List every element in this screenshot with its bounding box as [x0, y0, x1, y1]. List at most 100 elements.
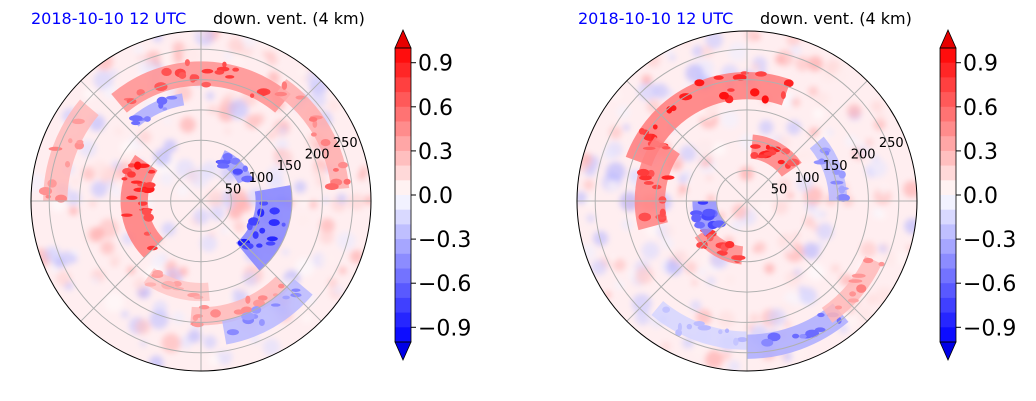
speckle-dot — [666, 89, 674, 97]
grid-spoke — [746, 80, 868, 202]
feature-arc-7 — [651, 300, 748, 350]
speckle-dot — [652, 83, 669, 99]
speckle-dot — [253, 113, 265, 125]
feature-blob — [702, 208, 716, 217]
speckle-dot — [187, 329, 202, 343]
radial-tick-label-200: 200 — [305, 148, 330, 163]
speckle-dot — [663, 46, 673, 57]
speckle-dot — [83, 88, 95, 100]
feature-blob — [71, 118, 85, 125]
feature-blob — [851, 273, 866, 278]
feature-blob — [166, 95, 178, 100]
speckle-dot — [92, 160, 109, 178]
left-panel: 50 100 150 200 250 −0.9 −0.6 −0.3 0.0 0.3 0.6 0.9 2… — [30, 9, 471, 372]
speckle-dot — [749, 313, 760, 324]
speckle-dot — [802, 242, 820, 260]
feature-blob — [232, 168, 243, 175]
feature-halo — [625, 71, 792, 167]
feature-blob — [813, 160, 827, 165]
feature-blob — [201, 68, 214, 74]
feature-blob — [847, 298, 859, 303]
feature-blob — [249, 93, 255, 98]
speckle-dot — [613, 258, 626, 272]
feature-blob — [677, 322, 682, 332]
speckle-dot — [178, 330, 185, 338]
speckle-dot — [151, 253, 167, 269]
feature-blob — [274, 91, 287, 97]
speckle-dot — [796, 175, 813, 193]
speckle-dot — [679, 145, 697, 162]
speckle-dot — [364, 195, 371, 205]
speckle-dot — [336, 193, 347, 204]
speckle-dot — [121, 310, 129, 319]
speckle-dot — [137, 130, 152, 145]
feature-blob — [642, 146, 656, 150]
speckle-dot — [296, 213, 311, 227]
colorbar-tick-label: −0.3 — [418, 228, 471, 253]
speckle-dot — [179, 116, 196, 133]
speckle-dot — [881, 242, 890, 250]
feature-blob — [652, 124, 658, 130]
colorbar-extend-min — [939, 341, 957, 361]
feature-blob — [716, 250, 728, 256]
speckle-dot — [91, 275, 100, 284]
speckle-dot — [111, 69, 118, 76]
speckle-dot — [278, 127, 287, 135]
feature-blob — [661, 146, 671, 150]
speckle-dot — [577, 191, 588, 204]
feature-blob — [268, 219, 280, 227]
speckle-dot — [327, 100, 340, 112]
feature-blob — [765, 144, 770, 150]
speckle-dot — [149, 309, 169, 330]
speckle-dot — [357, 172, 366, 181]
feature-blob — [144, 182, 156, 188]
colorbar-segment — [940, 297, 956, 314]
feature-blob — [661, 175, 675, 180]
feature-blob — [337, 161, 348, 169]
speckle-dot — [878, 184, 889, 195]
feature-blob — [727, 88, 735, 92]
feature-blob — [194, 314, 203, 318]
speckle-dot — [795, 56, 811, 72]
feature-blob — [836, 194, 850, 202]
speckle-dot — [732, 203, 748, 220]
feature-blob — [258, 318, 265, 327]
speckle-dot — [111, 160, 122, 170]
speckle-dot — [717, 310, 735, 328]
speckle-dot — [230, 189, 248, 207]
feature-blob — [636, 168, 650, 177]
speckle-dot — [661, 341, 671, 351]
speckle-dot — [91, 180, 108, 198]
feature-blob — [320, 138, 331, 147]
feature-blob — [863, 257, 874, 264]
speckle-dot — [685, 63, 705, 83]
feature-blob — [232, 67, 240, 72]
speckle-dot — [349, 249, 364, 264]
feature-blob — [308, 117, 318, 122]
colorbar-segment — [395, 268, 411, 284]
data-field — [577, 31, 917, 371]
speckle-dot — [348, 193, 365, 211]
feature-blob — [291, 288, 301, 292]
feature-blob — [750, 151, 759, 159]
speckle-dot — [227, 293, 235, 302]
speckle-dot — [153, 148, 172, 167]
colorbar-tick-label: −0.9 — [418, 316, 471, 341]
colorbar-tick-label: −0.3 — [963, 228, 1016, 253]
speckle-dot — [864, 138, 874, 147]
speckle-dot — [830, 263, 841, 274]
feature-arc-5 — [747, 303, 849, 359]
polar-grid — [577, 31, 917, 371]
feature-blob — [732, 74, 747, 81]
speckle-dot — [692, 45, 705, 58]
speckle-dot — [583, 179, 595, 191]
feature-blob — [281, 222, 286, 227]
speckle-dot — [68, 206, 79, 216]
speckle-dot — [761, 230, 768, 237]
colorbar-segment — [395, 209, 411, 225]
speckle-dot — [133, 277, 148, 291]
colorbar-segment — [940, 283, 956, 299]
feature-blob — [158, 102, 164, 109]
speckle-dot — [172, 311, 185, 325]
speckle-dot — [799, 287, 817, 305]
